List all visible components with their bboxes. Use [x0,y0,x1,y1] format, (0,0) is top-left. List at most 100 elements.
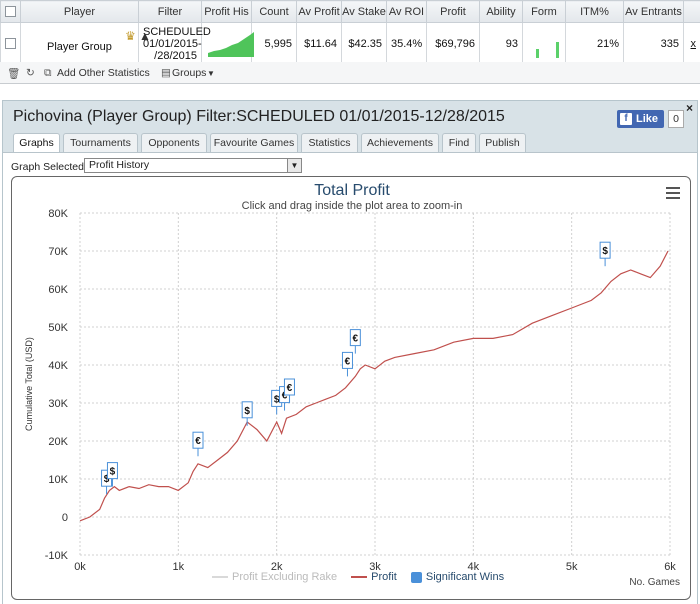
panel-title: Pichovina (Player Group) Filter:SCHEDULE… [13,108,505,125]
select-all-header[interactable] [0,0,21,23]
tab-achievements[interactable]: Achievements [361,133,439,152]
significant-win-flag [241,401,253,419]
y-tick-label: 80K [48,208,68,220]
col-header-filter[interactable]: Filter [138,0,202,23]
select-all-checkbox[interactable] [5,6,16,18]
table-header-row: Player Filter Profit His Count Av Profit… [0,0,700,23]
significant-win-symbol: € [195,436,201,447]
legend-label-profit: Profit [371,571,397,583]
chart-subtitle: Click and drag inside the plot area to z… [241,200,463,212]
groups-icon[interactable]: ▤ [161,67,171,79]
facebook-icon: f [620,113,632,125]
table-toolbar: 🗑 ↻ ⧉ Add Other Statistics ▤ Groups ▼ [0,62,700,84]
legend-line-profit [351,576,368,578]
profit-cell: $69,796 [426,22,480,65]
graph-selected-label: Graph Selected: [11,161,87,173]
table-row[interactable]: ♛ ▲ Player Group SCHEDULED 01/01/2015- /… [0,22,700,65]
col-header-count[interactable]: Count [251,0,297,23]
profit-series-line [79,250,669,522]
significant-win-symbol: $ [602,246,608,257]
significant-win-symbol: $ [104,474,110,485]
tab-statistics[interactable]: Statistics [301,133,358,152]
y-tick-label: 40K [48,360,68,372]
form-bar [536,49,539,58]
av-stake-cell: $42.35 [341,22,387,65]
significant-win-symbol: € [287,383,293,394]
x-tick-label: 0k [74,561,86,573]
profit-chart-svg[interactable]: -10K 0 10K 20K 30K 40K 50K 60K 70K 80K 0k 1k 2k 3k 4k 5… [12,177,691,600]
significant-win-symbol: € [353,334,359,345]
y-tick-label: 50K [48,322,68,334]
significant-win-symbol: € [282,391,288,402]
like-label: Like [636,113,659,125]
significant-win-symbol: $ [110,467,116,478]
tab-publish[interactable]: Publish [479,133,526,152]
itm-cell: 21% [565,22,624,65]
add-stats-icon[interactable]: ⧉ [44,67,52,79]
tab-favourite-games[interactable]: Favourite Games [210,133,298,152]
legend-item-excl-rake[interactable]: Profit Excluding Rake [212,571,337,583]
y-tick-label: 60K [48,284,68,296]
col-header-av-roi[interactable]: Av ROI [386,0,427,23]
col-header-av-profit[interactable]: Av Profit [296,0,342,23]
col-header-blank [683,0,700,23]
chart-menu-icon[interactable] [666,187,680,202]
row-checkbox-cell[interactable] [0,22,21,65]
col-header-ability[interactable]: Ability [479,0,523,23]
legend-marker-significant-wins [410,571,422,583]
significant-win-symbol: $ [274,394,280,405]
av-entrants-cell: 335 [623,22,684,65]
refresh-icon[interactable]: ↻ [26,67,35,79]
group-badge-icon: ♛ [125,29,136,43]
close-icon[interactable]: × [685,101,693,115]
av-profit-cell: $11.64 [296,22,342,65]
facebook-like-button[interactable]: f Like [617,110,665,128]
like-count: 0 [668,110,685,128]
chart-title: Total Profit [314,182,390,199]
col-header-av-entrants[interactable]: Av Entrants [623,0,684,23]
chevron-down-icon[interactable]: ▼ [287,159,301,172]
player-cell[interactable]: ♛ ▲ Player Group [20,22,151,65]
significant-win-symbol: $ [244,406,250,417]
count-cell: 5,995 [251,22,297,65]
tab-graphs[interactable]: Graphs [13,133,60,153]
x-tick-label: 5k [566,561,578,573]
y-tick-label: -10K [45,550,69,562]
groups-button[interactable]: Groups [172,67,207,79]
filter-cell: SCHEDULED 01/01/2015- /28/2015 [138,22,211,65]
col-header-profit[interactable]: Profit [426,0,480,23]
col-header-form[interactable]: Form [522,0,566,23]
av-roi-cell: 35.4% [386,22,427,65]
sparkline-chart [208,32,254,57]
profit-history-sparkline [201,22,254,65]
player-detail-panel: Pichovina (Player Group) Filter:SCHEDULE… [2,100,698,604]
col-header-profit-history[interactable]: Profit His [201,0,252,23]
x-tick-label: 6k [664,561,676,573]
col-header-av-stake[interactable]: Av Stake [341,0,387,23]
legend-item-profit[interactable]: Profit [351,571,397,583]
y-tick-label: 30K [48,398,68,410]
y-tick-label: 20K [48,436,68,448]
player-name[interactable]: Player Group [47,41,112,53]
x-tick-label: 2k [271,561,283,573]
tab-opponents[interactable]: Opponents [141,133,207,152]
chevron-down-icon[interactable]: ▼ [207,69,215,78]
legend-item-significant-wins[interactable]: Significant Wins [410,571,504,583]
player-stats-section: Player Filter Profit His Count Av Profit… [0,0,700,84]
tab-find[interactable]: Find [442,133,476,152]
profit-chart[interactable]: -10K 0 10K 20K 30K 40K 50K 60K 70K 80K 0k 1k 2k 3k 4k 5… [11,176,691,600]
x-tick-label: 1k [173,561,185,573]
chart-legend: Profit Excluding Rake Profit Significant… [212,571,504,583]
tab-tournaments[interactable]: Tournaments [63,133,138,152]
col-header-player[interactable]: Player [20,0,139,23]
stats-table: Player Filter Profit His Count Av Profit… [0,0,700,65]
col-header-itm[interactable]: ITM% [565,0,624,23]
trash-icon[interactable]: 🗑 [7,68,21,80]
row-checkbox[interactable] [5,38,16,50]
y-tick-label: 0 [62,512,68,524]
facebook-like-widget[interactable]: f Like 0 [617,110,685,128]
add-other-statistics-button[interactable]: Add Other Statistics [57,67,150,79]
remove-row-link[interactable]: x [683,22,700,65]
form-cell [522,22,566,65]
graph-select-dropdown[interactable]: Profit History ▼ [84,158,302,173]
